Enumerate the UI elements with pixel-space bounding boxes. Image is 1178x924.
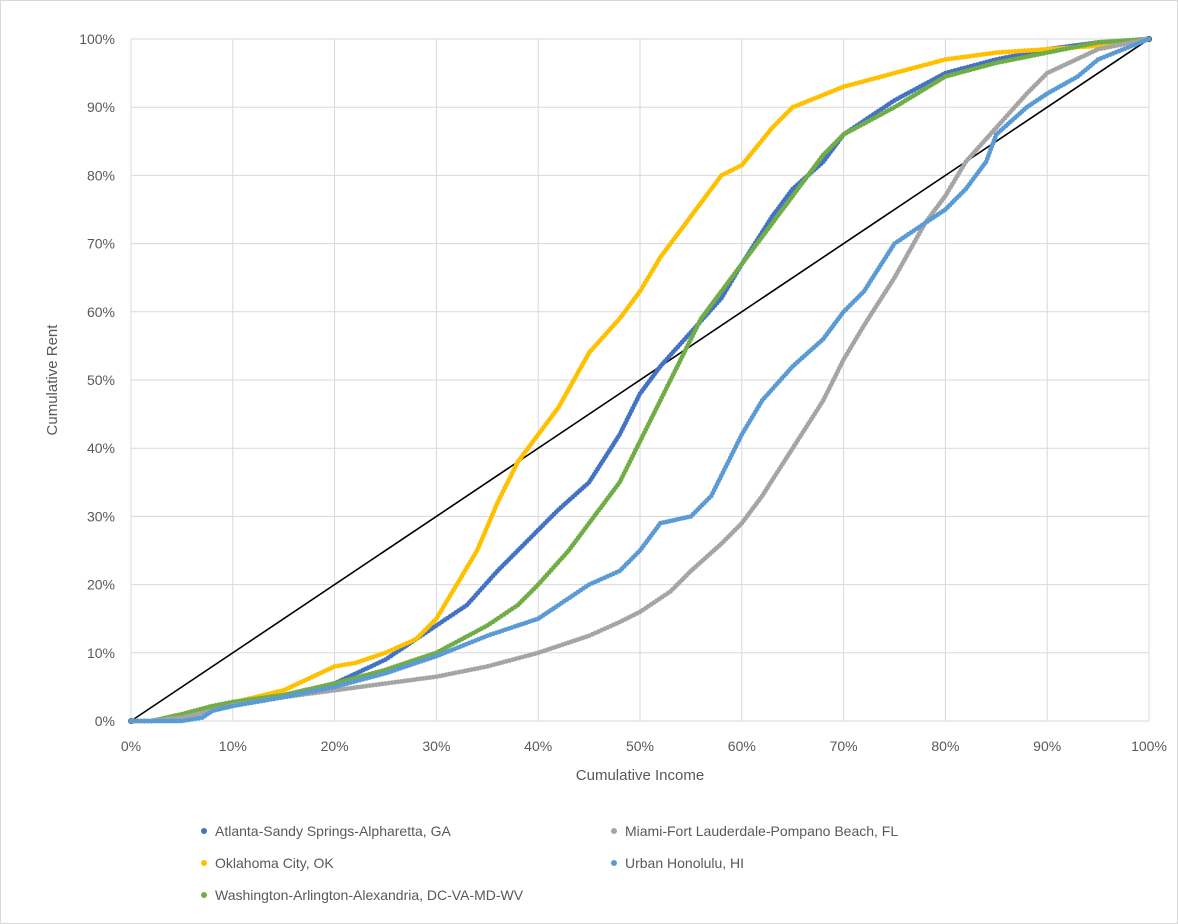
legend-item-oklahoma: Oklahoma City, OK	[201, 855, 334, 871]
y-tick-label: 60%	[87, 304, 115, 320]
legend-item-washington: Washington-Arlington-Alexandria, DC-VA-M…	[201, 887, 523, 903]
x-tick-label: 70%	[830, 738, 858, 754]
data-point	[132, 718, 137, 724]
data-point	[138, 718, 144, 724]
y-tick-label: 40%	[87, 440, 115, 456]
y-tick-label: 80%	[87, 167, 115, 183]
data-point	[128, 718, 134, 724]
legend: Atlanta-Sandy Springs-Alpharetta, GA Mia…	[201, 823, 961, 919]
x-tick-label: 10%	[219, 738, 247, 754]
x-tick-label: 60%	[728, 738, 756, 754]
data-point	[1146, 36, 1152, 42]
x-tick-label: 80%	[931, 738, 959, 754]
x-tick-label: 40%	[524, 738, 552, 754]
y-tick-labels: 0% 10% 20% 30% 40% 50% 60% 70% 80% 90% 100%	[79, 31, 115, 729]
legend-item-honolulu: Urban Honolulu, HI	[611, 855, 744, 871]
y-tick-label: 30%	[87, 508, 115, 524]
y-tick-label: 10%	[87, 645, 115, 661]
legend-marker-icon	[611, 860, 617, 866]
legend-marker-icon	[611, 828, 617, 834]
data-point	[142, 718, 148, 724]
x-tick-label: 0%	[121, 738, 141, 754]
y-tick-label: 50%	[87, 372, 115, 388]
legend-marker-icon	[201, 860, 207, 866]
y-tick-label: 90%	[87, 99, 115, 115]
legend-item-miami: Miami-Fort Lauderdale-Pompano Beach, FL	[611, 823, 898, 839]
data-point	[145, 718, 151, 724]
y-tick-label: 100%	[79, 31, 115, 47]
data-point	[135, 718, 141, 724]
y-tick-label: 70%	[87, 236, 115, 252]
legend-marker-icon	[201, 892, 207, 898]
x-tick-label: 20%	[321, 738, 349, 754]
legend-label: Miami-Fort Lauderdale-Pompano Beach, FL	[625, 823, 899, 839]
y-axis-label: Cumulative Rent	[44, 324, 61, 436]
gridlines	[130, 38, 1150, 722]
legend-label: Oklahoma City, OK	[215, 855, 334, 871]
y-tick-label: 0%	[95, 713, 115, 729]
x-tick-label: 90%	[1033, 738, 1061, 754]
x-tick-label: 50%	[626, 738, 654, 754]
x-tick-label: 30%	[422, 738, 450, 754]
legend-label: Atlanta-Sandy Springs-Alpharetta, GA	[215, 823, 451, 839]
y-tick-label: 20%	[87, 577, 115, 593]
x-axis-label: Cumulative Income	[576, 767, 704, 784]
legend-item-atlanta: Atlanta-Sandy Springs-Alpharetta, GA	[201, 823, 451, 839]
equality-line	[130, 38, 1150, 722]
legend-marker-icon	[201, 828, 207, 834]
legend-label: Washington-Arlington-Alexandria, DC-VA-M…	[215, 887, 524, 903]
legend-label: Urban Honolulu, HI	[625, 855, 745, 871]
x-tick-label: 100%	[1131, 738, 1167, 754]
series-group	[128, 36, 1152, 724]
x-tick-labels: 0% 10% 20% 30% 40% 50% 60% 70% 80% 90% 100%	[121, 738, 1167, 754]
series-4	[128, 36, 1152, 724]
